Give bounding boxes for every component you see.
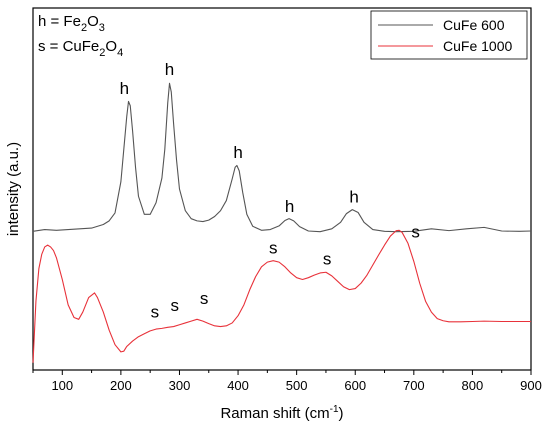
- legend: CuFe 600 CuFe 1000: [370, 10, 528, 60]
- x-tick-label-600: 600: [344, 378, 366, 393]
- legend-label-cufe600: CuFe 600: [443, 17, 505, 33]
- x-tick-label-100: 100: [51, 378, 73, 393]
- x-axis-tick-labels: 100 200 300 400 500 600 700 800 900: [51, 378, 541, 393]
- legend-box: [370, 10, 528, 60]
- annotation-s-10: s: [200, 289, 209, 308]
- x-tick-label-700: 700: [403, 378, 425, 393]
- annotation-s-7: s: [411, 223, 420, 242]
- key-line-cufe2o4: s = CuFe2O4: [38, 38, 123, 59]
- series-line-cufe-1000: [32, 229, 531, 363]
- annotation-s-5: s: [269, 238, 278, 257]
- series-layer: [32, 82, 532, 363]
- legend-label-cufe1000: CuFe 1000: [443, 38, 512, 54]
- series-line-cufe-600: [32, 82, 532, 233]
- annotation-s-9: s: [171, 296, 180, 315]
- annotation-h-0: h: [120, 79, 129, 98]
- x-tick-label-300: 300: [169, 378, 191, 393]
- annotation-s-8: s: [151, 303, 160, 322]
- key-line-hematite: h = Fe2O3: [38, 13, 105, 34]
- x-tick-label-900: 900: [520, 378, 542, 393]
- x-tick-label-800: 800: [462, 378, 484, 393]
- x-tick-label-500: 500: [286, 378, 308, 393]
- plot-area-frame: [32, 7, 532, 371]
- x-tick-label-400: 400: [227, 378, 249, 393]
- x-tick-label-200: 200: [110, 378, 132, 393]
- annotation-s-6: s: [323, 249, 332, 268]
- annotation-h-3: h: [285, 197, 294, 216]
- y-axis-label: intensity (a.u.): [5, 142, 22, 236]
- annotation-h-1: h: [165, 60, 174, 79]
- x-axis-label: Raman shift (cm-1): [220, 404, 343, 422]
- x-axis-ticks: [32, 370, 532, 375]
- annotation-h-2: h: [233, 143, 242, 162]
- phase-key: h = Fe2O3 s = CuFe2O4: [38, 13, 123, 59]
- annotation-h-4: h: [349, 187, 358, 206]
